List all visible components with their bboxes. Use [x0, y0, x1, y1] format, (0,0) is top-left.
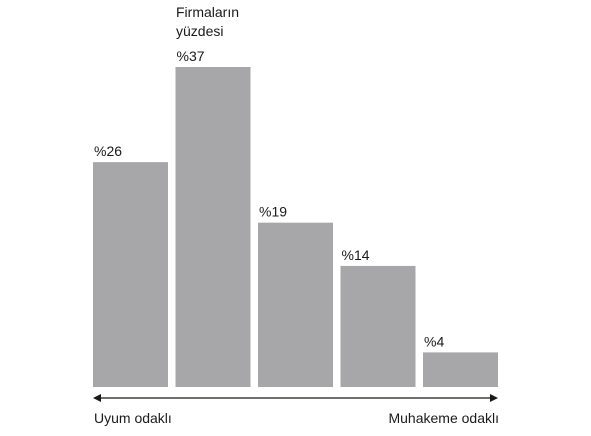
- bar-value-label-5: %4: [424, 333, 444, 349]
- bar-value-label-2: %37: [177, 48, 205, 64]
- x-axis-arrowhead-right: [490, 394, 498, 402]
- bar-2: [175, 67, 251, 387]
- x-axis-arrowhead-left: [93, 394, 101, 402]
- bar-value-label-1: %26: [94, 143, 122, 159]
- bar-value-label-3: %19: [259, 204, 287, 220]
- x-axis-right-label: Muhakeme odaklı: [388, 410, 499, 426]
- bar-5: [423, 352, 498, 387]
- x-axis-left-label: Uyum odaklı: [94, 410, 172, 426]
- bar-3: [258, 222, 333, 387]
- bar-value-label-4: %14: [342, 247, 370, 263]
- bar-4: [340, 265, 416, 387]
- bar-1: [93, 162, 168, 387]
- y-axis-title: Firmaların yüzdesi: [176, 4, 240, 39]
